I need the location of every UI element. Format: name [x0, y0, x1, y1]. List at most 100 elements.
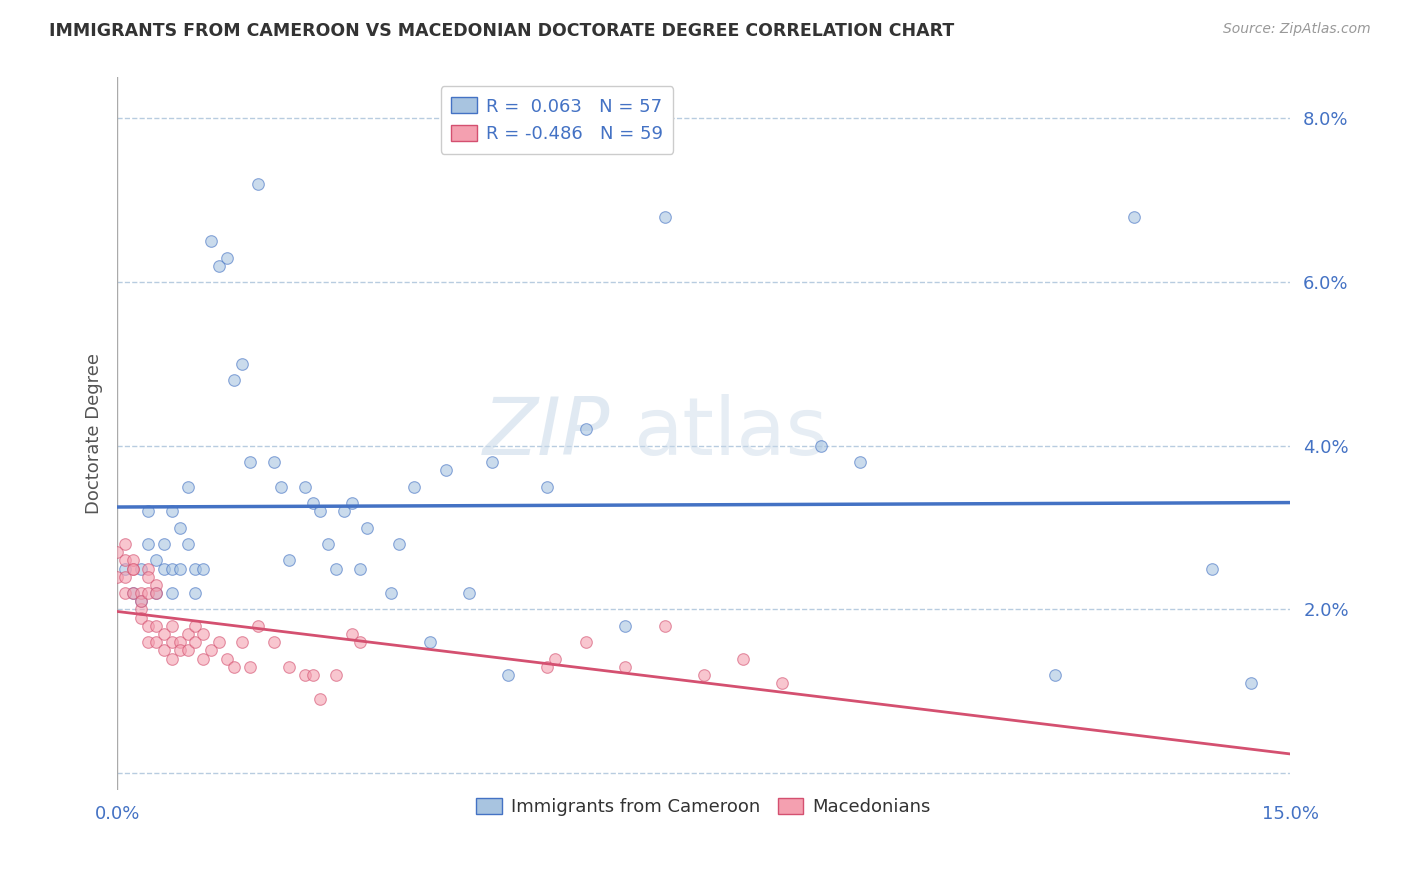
Point	[349, 635, 371, 649]
Point	[654, 619, 676, 633]
Point	[176, 627, 198, 641]
Point	[536, 659, 558, 673]
Point	[145, 553, 167, 567]
Point	[145, 586, 167, 600]
Point	[1045, 668, 1067, 682]
Point	[129, 586, 152, 600]
Point	[340, 627, 363, 641]
Point	[129, 594, 152, 608]
Point	[333, 504, 356, 518]
Point	[231, 357, 253, 371]
Point	[114, 561, 136, 575]
Point	[215, 251, 238, 265]
Point	[121, 586, 143, 600]
Point	[138, 504, 160, 518]
Point	[404, 480, 426, 494]
Point	[731, 651, 754, 665]
Point	[176, 537, 198, 551]
Point	[129, 561, 152, 575]
Point	[544, 651, 567, 665]
Point	[121, 561, 143, 575]
Point	[1201, 561, 1223, 575]
Point	[1122, 210, 1144, 224]
Point	[176, 643, 198, 657]
Point	[692, 668, 714, 682]
Point	[208, 635, 231, 649]
Point	[138, 570, 160, 584]
Y-axis label: Doctorate Degree: Doctorate Degree	[86, 353, 103, 514]
Point	[340, 496, 363, 510]
Point	[169, 520, 191, 534]
Point	[294, 480, 316, 494]
Point	[138, 561, 160, 575]
Point	[1240, 676, 1263, 690]
Point	[184, 619, 207, 633]
Point	[193, 627, 215, 641]
Point	[153, 643, 176, 657]
Point	[193, 561, 215, 575]
Point	[160, 561, 183, 575]
Point	[160, 635, 183, 649]
Point	[114, 586, 136, 600]
Point	[654, 210, 676, 224]
Point	[169, 635, 191, 649]
Text: Source: ZipAtlas.com: Source: ZipAtlas.com	[1223, 22, 1371, 37]
Point	[145, 578, 167, 592]
Point	[105, 545, 128, 559]
Point	[138, 635, 160, 649]
Point	[349, 561, 371, 575]
Point	[458, 586, 481, 600]
Point	[145, 635, 167, 649]
Point	[294, 668, 316, 682]
Point	[184, 586, 207, 600]
Point	[388, 537, 411, 551]
Point	[138, 586, 160, 600]
Point	[309, 692, 332, 706]
Point	[121, 553, 143, 567]
Point	[138, 619, 160, 633]
Point	[160, 504, 183, 518]
Point	[114, 570, 136, 584]
Point	[153, 561, 176, 575]
Point	[278, 659, 301, 673]
Point	[176, 480, 198, 494]
Point	[160, 651, 183, 665]
Point	[263, 455, 285, 469]
Point	[129, 602, 152, 616]
Point	[810, 439, 832, 453]
Point	[121, 561, 143, 575]
Point	[114, 553, 136, 567]
Point	[246, 619, 269, 633]
Point	[496, 668, 519, 682]
Point	[184, 635, 207, 649]
Text: atlas: atlas	[633, 394, 828, 473]
Point	[380, 586, 402, 600]
Point	[160, 586, 183, 600]
Point	[215, 651, 238, 665]
Point	[849, 455, 872, 469]
Point	[200, 234, 222, 248]
Point	[145, 586, 167, 600]
Point	[129, 594, 152, 608]
Point	[434, 463, 457, 477]
Point	[614, 659, 637, 673]
Point	[481, 455, 503, 469]
Legend: Immigrants from Cameroon, Macedonians: Immigrants from Cameroon, Macedonians	[470, 790, 938, 823]
Point	[239, 659, 262, 673]
Point	[138, 537, 160, 551]
Point	[614, 619, 637, 633]
Point	[145, 619, 167, 633]
Point	[419, 635, 441, 649]
Point	[246, 177, 269, 191]
Text: IMMIGRANTS FROM CAMEROON VS MACEDONIAN DOCTORATE DEGREE CORRELATION CHART: IMMIGRANTS FROM CAMEROON VS MACEDONIAN D…	[49, 22, 955, 40]
Point	[169, 643, 191, 657]
Point	[231, 635, 253, 649]
Point	[536, 480, 558, 494]
Point	[316, 537, 339, 551]
Point	[309, 504, 332, 518]
Text: ZIP: ZIP	[482, 394, 610, 473]
Point	[153, 537, 176, 551]
Point	[153, 627, 176, 641]
Point	[575, 422, 598, 436]
Point	[325, 561, 347, 575]
